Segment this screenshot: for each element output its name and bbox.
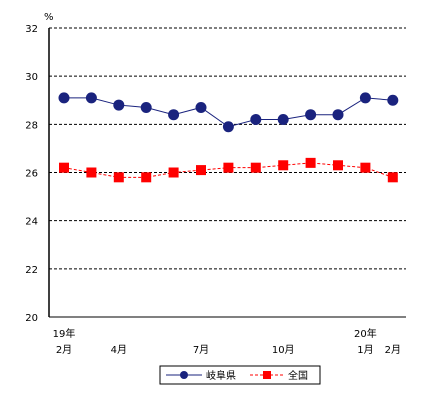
series-0-point-7 [250, 114, 262, 126]
y-tick-label-26: 26 [25, 169, 38, 180]
x-label-year-0: 19年 [53, 327, 76, 340]
y-tick-label-24: 24 [25, 217, 38, 228]
series-0-point-6 [222, 121, 234, 133]
series-0-point-5 [195, 101, 207, 113]
y-tick-label-28: 28 [25, 120, 38, 131]
series-0-point-12 [387, 94, 399, 106]
series-0-point-10 [332, 109, 344, 121]
series-1-point-10 [333, 160, 343, 171]
series-1-point-5 [196, 165, 206, 176]
series-1-point-6 [223, 162, 234, 173]
series-1-point-0 [59, 162, 69, 173]
x-label-month-0: 2月 [56, 344, 72, 356]
series-1-point-1 [86, 167, 97, 178]
series-0-point-4 [168, 109, 180, 121]
y-tick-label-32: 32 [25, 24, 38, 35]
series-group [58, 92, 399, 183]
x-label-month-12: 2月 [385, 344, 401, 356]
series-1-point-3 [141, 172, 152, 183]
x-label-month-8: 10月 [272, 344, 295, 356]
series-1-point-7 [250, 162, 261, 173]
legend-marker-gifu [180, 371, 188, 379]
x-label-year-11: 20年 [354, 327, 377, 340]
y-axis-unit-label: % [44, 12, 54, 23]
x-tick-labels: 19年 2月 4月 7月 10月 20年 1月 2月 [53, 327, 401, 356]
series-1-point-11 [360, 162, 371, 173]
y-tick-label-20: 20 [25, 313, 38, 324]
legend-marker-national [263, 371, 271, 379]
series-1-point-9 [305, 157, 316, 168]
series-1-point-8 [278, 160, 289, 171]
series-1-point-2 [113, 172, 124, 183]
axes [48, 28, 406, 318]
series-0-point-11 [359, 92, 371, 104]
y-tick-labels: 20 22 24 26 28 30 32 [25, 24, 38, 324]
grid-lines [49, 27, 406, 270]
series-1-point-4 [168, 167, 179, 178]
series-0-point-2 [113, 99, 125, 111]
series-0-point-0 [58, 92, 70, 104]
y-tick-label-22: 22 [25, 265, 38, 276]
x-label-month-2: 4月 [111, 344, 127, 356]
series-0-point-3 [140, 101, 152, 113]
series-1-point-12 [387, 172, 398, 183]
x-label-month-5: 7月 [193, 344, 209, 356]
legend-box [159, 365, 321, 385]
legend-label-gifu: 岐阜県 [206, 369, 236, 382]
series-0-point-9 [305, 109, 317, 121]
series-0-point-8 [277, 114, 289, 126]
legend-label-national: 全国 [288, 369, 308, 382]
x-label-month-11: 1月 [357, 344, 373, 356]
y-tick-label-30: 30 [25, 72, 38, 83]
series-0-point-1 [85, 92, 97, 104]
legend: 岐阜県 全国 [159, 365, 321, 385]
